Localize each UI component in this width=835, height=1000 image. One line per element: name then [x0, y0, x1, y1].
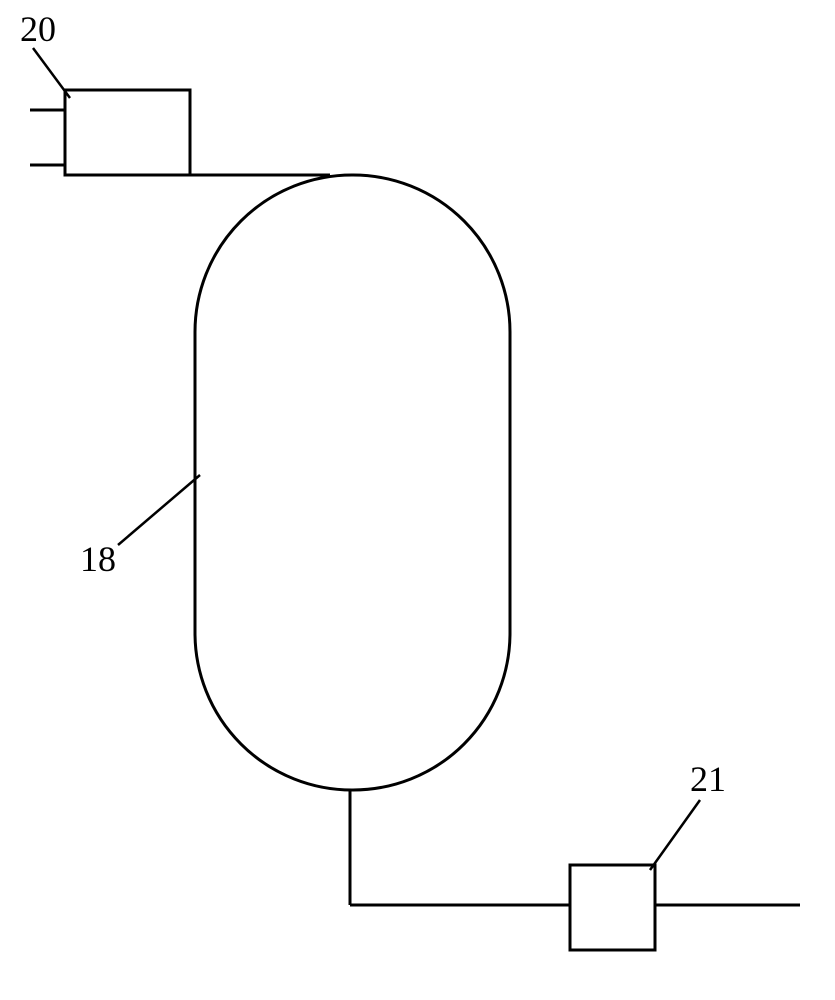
tank-vessel: [195, 175, 510, 790]
reference-label: 21: [690, 758, 726, 800]
component-box: [65, 90, 190, 175]
reference-label: 20: [20, 8, 56, 50]
schematic-canvas: [0, 0, 835, 1000]
leader-line: [650, 800, 700, 870]
diagram-shapes: [30, 48, 800, 950]
component-box: [570, 865, 655, 950]
leader-line: [118, 475, 200, 545]
reference-label: 18: [80, 538, 116, 580]
leader-line: [33, 48, 70, 98]
